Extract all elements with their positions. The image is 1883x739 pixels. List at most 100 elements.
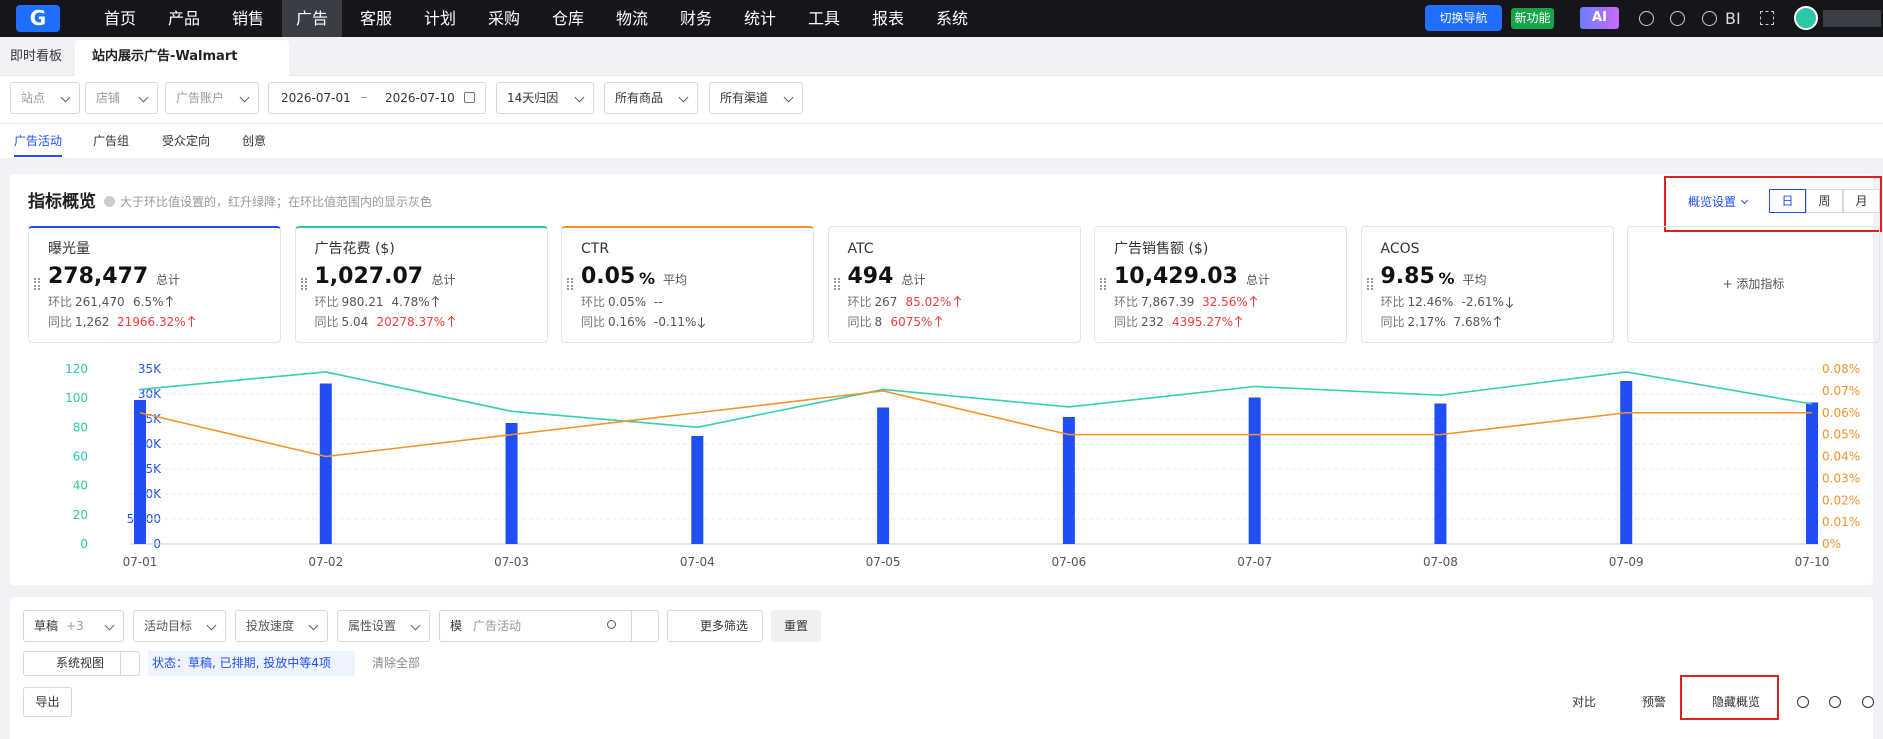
tick-label: 0.08% [1822, 362, 1860, 376]
avatar[interactable] [1794, 6, 1818, 30]
user-name[interactable] [1823, 10, 1881, 27]
filter-select[interactable]: 广告账户 [165, 82, 259, 114]
toolbar-icon[interactable] [1797, 696, 1809, 708]
metric-value: 9.85 [1380, 264, 1435, 289]
drag-handle[interactable] [833, 278, 840, 290]
tab[interactable]: 即时看板 [10, 49, 63, 64]
status-select[interactable]: 草稿 [23, 610, 124, 642]
bi-button[interactable]: BI [1725, 9, 1741, 28]
nav-item[interactable]: 销售 [231, 9, 264, 28]
clear-all[interactable]: 清除全部 [372, 656, 421, 670]
filter-select[interactable]: 站点 [10, 82, 80, 114]
filter-select[interactable]: 14天归因 [496, 82, 594, 114]
subtab[interactable]: 广告组 [93, 134, 130, 148]
add-metric-card[interactable]: + 添加指标 [1627, 226, 1880, 343]
status-tag[interactable]: 状态：草稿, 已排期, 投放中等4项 [148, 651, 355, 676]
ai-button[interactable]: AI [1580, 7, 1619, 29]
nav-item[interactable]: 首页 [103, 9, 136, 28]
subtab[interactable]: 受众定向 [162, 134, 211, 148]
metric-card[interactable] [28, 226, 281, 343]
reset-button[interactable]: 重置 [771, 610, 821, 642]
toolbar-icon[interactable] [1829, 696, 1841, 708]
compare-change: 7.68% [1453, 315, 1492, 329]
tick-label: 0.03% [1822, 471, 1860, 485]
nav-item[interactable]: 报表 [871, 9, 904, 28]
search-icon[interactable] [607, 620, 616, 629]
period-button[interactable]: 月 [1843, 189, 1880, 213]
export-button[interactable]: 导出 [23, 687, 72, 717]
nav-item[interactable]: 工具 [807, 9, 840, 28]
filter-select[interactable]: 活动目标 [133, 610, 226, 642]
nav-item[interactable]: 客服 [359, 9, 392, 28]
drag-handle[interactable] [1100, 278, 1106, 290]
bar [505, 423, 518, 544]
date-range[interactable] [268, 82, 486, 114]
logo[interactable]: G [16, 5, 60, 32]
bar [1248, 397, 1261, 544]
filter-select[interactable]: 所有渠道 [709, 82, 803, 114]
toolbar-button[interactable]: 对比 [1572, 695, 1597, 709]
fullscreen-icon[interactable] [1760, 11, 1774, 25]
compare-label: 环比 [1380, 295, 1405, 309]
drag-handle[interactable] [567, 278, 573, 290]
subtab[interactable]: 广告活动 [14, 134, 63, 148]
nav-item[interactable]: 财务 [679, 9, 712, 28]
metric-card[interactable] [294, 226, 548, 343]
overview-hint: 大于环比值设置的，红升绿降；在环比值范围内的显示灰色 [120, 195, 433, 209]
period-button[interactable]: 日 [1769, 189, 1806, 213]
filter-select[interactable]: 店铺 [85, 82, 158, 114]
nav-item[interactable]: 产品 [167, 9, 200, 28]
nav-item[interactable]: 统计 [743, 9, 776, 28]
drag-handle[interactable] [34, 278, 40, 290]
more-filters[interactable]: 更多筛选 [667, 610, 763, 642]
metric-name: ATC [847, 241, 874, 257]
filter-select[interactable]: 所有商品 [604, 82, 698, 114]
nav-item[interactable]: 物流 [615, 9, 648, 28]
new-feature-button[interactable]: 新功能 [1511, 8, 1554, 29]
nav-item[interactable]: 系统 [935, 9, 968, 28]
nav-item[interactable]: 采购 [487, 9, 520, 28]
toolbar-button[interactable]: 预警 [1642, 695, 1667, 709]
compare-change: 4.78% [391, 295, 430, 309]
search-box[interactable] [439, 610, 659, 642]
date-end[interactable]: 2026-07-10 [385, 91, 455, 105]
toolbar-button[interactable]: 隐藏概览 [1712, 695, 1761, 709]
filter-select[interactable]: 属性设置 [337, 610, 430, 642]
match-mode[interactable]: 模 [450, 619, 463, 633]
x-tick-label: 07-02 [308, 555, 343, 569]
toolbar-icon[interactable] [1862, 696, 1874, 708]
nav-icon[interactable] [1639, 11, 1654, 26]
tab[interactable]: 站内展示广告-Walmart [92, 49, 238, 64]
view-dropdown[interactable] [120, 651, 140, 676]
nav-icon[interactable] [1670, 11, 1685, 26]
nav-item[interactable]: 广告 [282, 0, 342, 37]
overview-settings[interactable]: 概览设置 [1688, 195, 1737, 209]
calendar-icon[interactable] [464, 92, 475, 103]
more-button[interactable] [631, 610, 659, 642]
drag-handle[interactable] [1366, 278, 1373, 290]
nav-item[interactable]: 仓库 [551, 9, 584, 28]
nav-item[interactable]: 计划 [423, 9, 456, 28]
metric-card[interactable] [1094, 226, 1347, 343]
tick-label: 35K [138, 362, 162, 376]
metric-card[interactable] [561, 226, 814, 343]
metric-card[interactable] [827, 226, 1081, 343]
metric-agg: 总计 [1246, 273, 1271, 287]
compare-value: 0.16% [608, 315, 647, 329]
filter-select[interactable]: 投放速度 [235, 610, 328, 642]
date-start[interactable]: 2026-07-01 [281, 91, 351, 105]
x-tick-label: 07-09 [1609, 555, 1644, 569]
compare-change: 4395.27% [1172, 315, 1234, 329]
compare-change: 6075% [890, 315, 933, 329]
compare-value: 8 [874, 315, 883, 329]
switch-nav-button[interactable]: 切换导航 [1425, 5, 1502, 31]
subtab[interactable]: 创意 [242, 134, 267, 148]
compare-change: 32.56% [1202, 295, 1248, 309]
tick-label: 0% [1822, 537, 1841, 551]
period-button[interactable]: 周 [1806, 189, 1843, 213]
nav-icon[interactable] [1702, 11, 1717, 26]
drag-handle[interactable] [300, 278, 307, 290]
metric-card[interactable] [1360, 226, 1614, 343]
compare-label: 环比 [847, 295, 872, 309]
compare-label: 环比 [48, 295, 73, 309]
